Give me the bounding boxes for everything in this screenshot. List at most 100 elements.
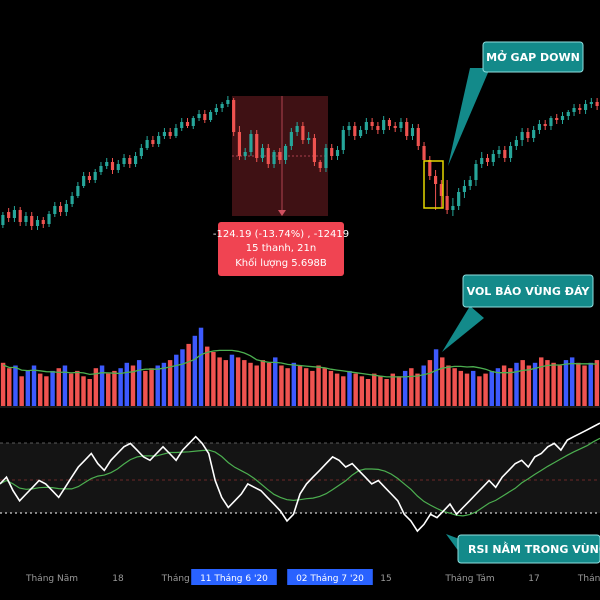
candle [416, 124, 420, 150]
volume-bar [470, 370, 476, 406]
candle [583, 100, 588, 114]
volume-bar [68, 373, 74, 406]
volume-bar [316, 365, 321, 406]
x-axis-label: 17 [528, 574, 539, 584]
candle [324, 144, 328, 172]
volume-bar [186, 343, 191, 406]
tooltip: -124.19 (-13.74%) , -12419 15 thanh, 21n… [213, 222, 349, 276]
candle [393, 122, 397, 132]
candle [549, 116, 553, 130]
volume-bar [409, 368, 414, 406]
candle [295, 122, 299, 136]
volume-ma-line [2, 349, 597, 378]
callout-volume: VOL BÁO VÙNG ĐÁY [442, 274, 594, 352]
volume-bar [501, 365, 507, 406]
volume-bar [273, 357, 278, 406]
candle [272, 150, 276, 168]
volume-bar [464, 373, 470, 406]
volume-bar [334, 373, 340, 406]
rsi-ma-line [0, 437, 600, 517]
volume-bar [7, 368, 12, 406]
volume-bar [192, 335, 198, 406]
volume-bar [31, 365, 37, 406]
candle [41, 217, 45, 228]
candle [578, 104, 582, 114]
candle [260, 144, 265, 162]
volume-bar [396, 376, 402, 406]
candle [399, 118, 403, 132]
volume-bar [13, 365, 18, 406]
candles-group [1, 96, 599, 230]
candle [508, 142, 513, 162]
volume-pane[interactable] [0, 327, 600, 406]
candle [318, 160, 322, 172]
x-axis-highlight [191, 569, 277, 585]
candle [110, 158, 115, 174]
candle [145, 136, 149, 150]
volume-bar [440, 357, 445, 406]
volume-bar [526, 365, 532, 406]
candle [330, 144, 334, 160]
volume-bar [118, 368, 123, 406]
candle [514, 136, 518, 150]
volume-bar [223, 360, 228, 406]
candle [168, 128, 172, 139]
volume-bar [235, 357, 241, 406]
candle [237, 126, 242, 160]
volume-bar [93, 368, 99, 406]
candle [543, 120, 547, 130]
volume-bar [99, 365, 105, 406]
candle [226, 96, 230, 107]
candle [347, 122, 351, 136]
volume-bar [588, 362, 593, 406]
candle [151, 136, 155, 147]
volume-bar [25, 370, 31, 406]
volume-bar [508, 368, 513, 406]
candle [133, 152, 138, 167]
x-axis-label: 18 [112, 574, 124, 584]
candle [174, 124, 178, 138]
candle [12, 206, 17, 222]
volume-bar [378, 376, 383, 406]
volume-bar [569, 357, 575, 406]
volume-bar [297, 365, 303, 406]
candle [532, 126, 536, 142]
candle [410, 124, 415, 140]
volume-bar [427, 360, 433, 406]
volume-bars [0, 327, 600, 406]
candle [197, 110, 201, 121]
candle [312, 134, 317, 166]
rsi-pane[interactable] [0, 422, 600, 533]
candle [566, 110, 570, 120]
volume-bar [372, 373, 377, 406]
candle [537, 120, 542, 134]
volume-bar [458, 370, 464, 406]
candle [457, 188, 461, 210]
rsi-band [0, 443, 600, 513]
volume-bar [415, 373, 420, 406]
candle [341, 126, 345, 154]
callout-gap-text: MỞ GAP DOWN [486, 50, 580, 64]
x-axis-label: Tháng Năm [25, 574, 78, 584]
volume-bar [563, 360, 569, 406]
volume-bar [532, 362, 538, 406]
candle [70, 192, 74, 207]
volume-bar [365, 379, 371, 406]
candle [405, 118, 409, 140]
price-pane[interactable] [1, 96, 599, 230]
tooltip-line-2: 15 thanh, 21n [246, 243, 316, 254]
candle [180, 118, 184, 131]
candle [560, 112, 565, 124]
candle [243, 148, 247, 160]
tooltip-line-1: -124.19 (-13.74%) , -12419 [213, 229, 349, 240]
candle [122, 154, 126, 167]
volume-bar [452, 368, 457, 406]
candle [214, 104, 218, 115]
candle [358, 126, 363, 138]
volume-bar [446, 365, 451, 406]
candle [53, 202, 57, 217]
candle [278, 148, 282, 164]
volume-bar [124, 362, 130, 406]
volume-bar [551, 362, 556, 406]
